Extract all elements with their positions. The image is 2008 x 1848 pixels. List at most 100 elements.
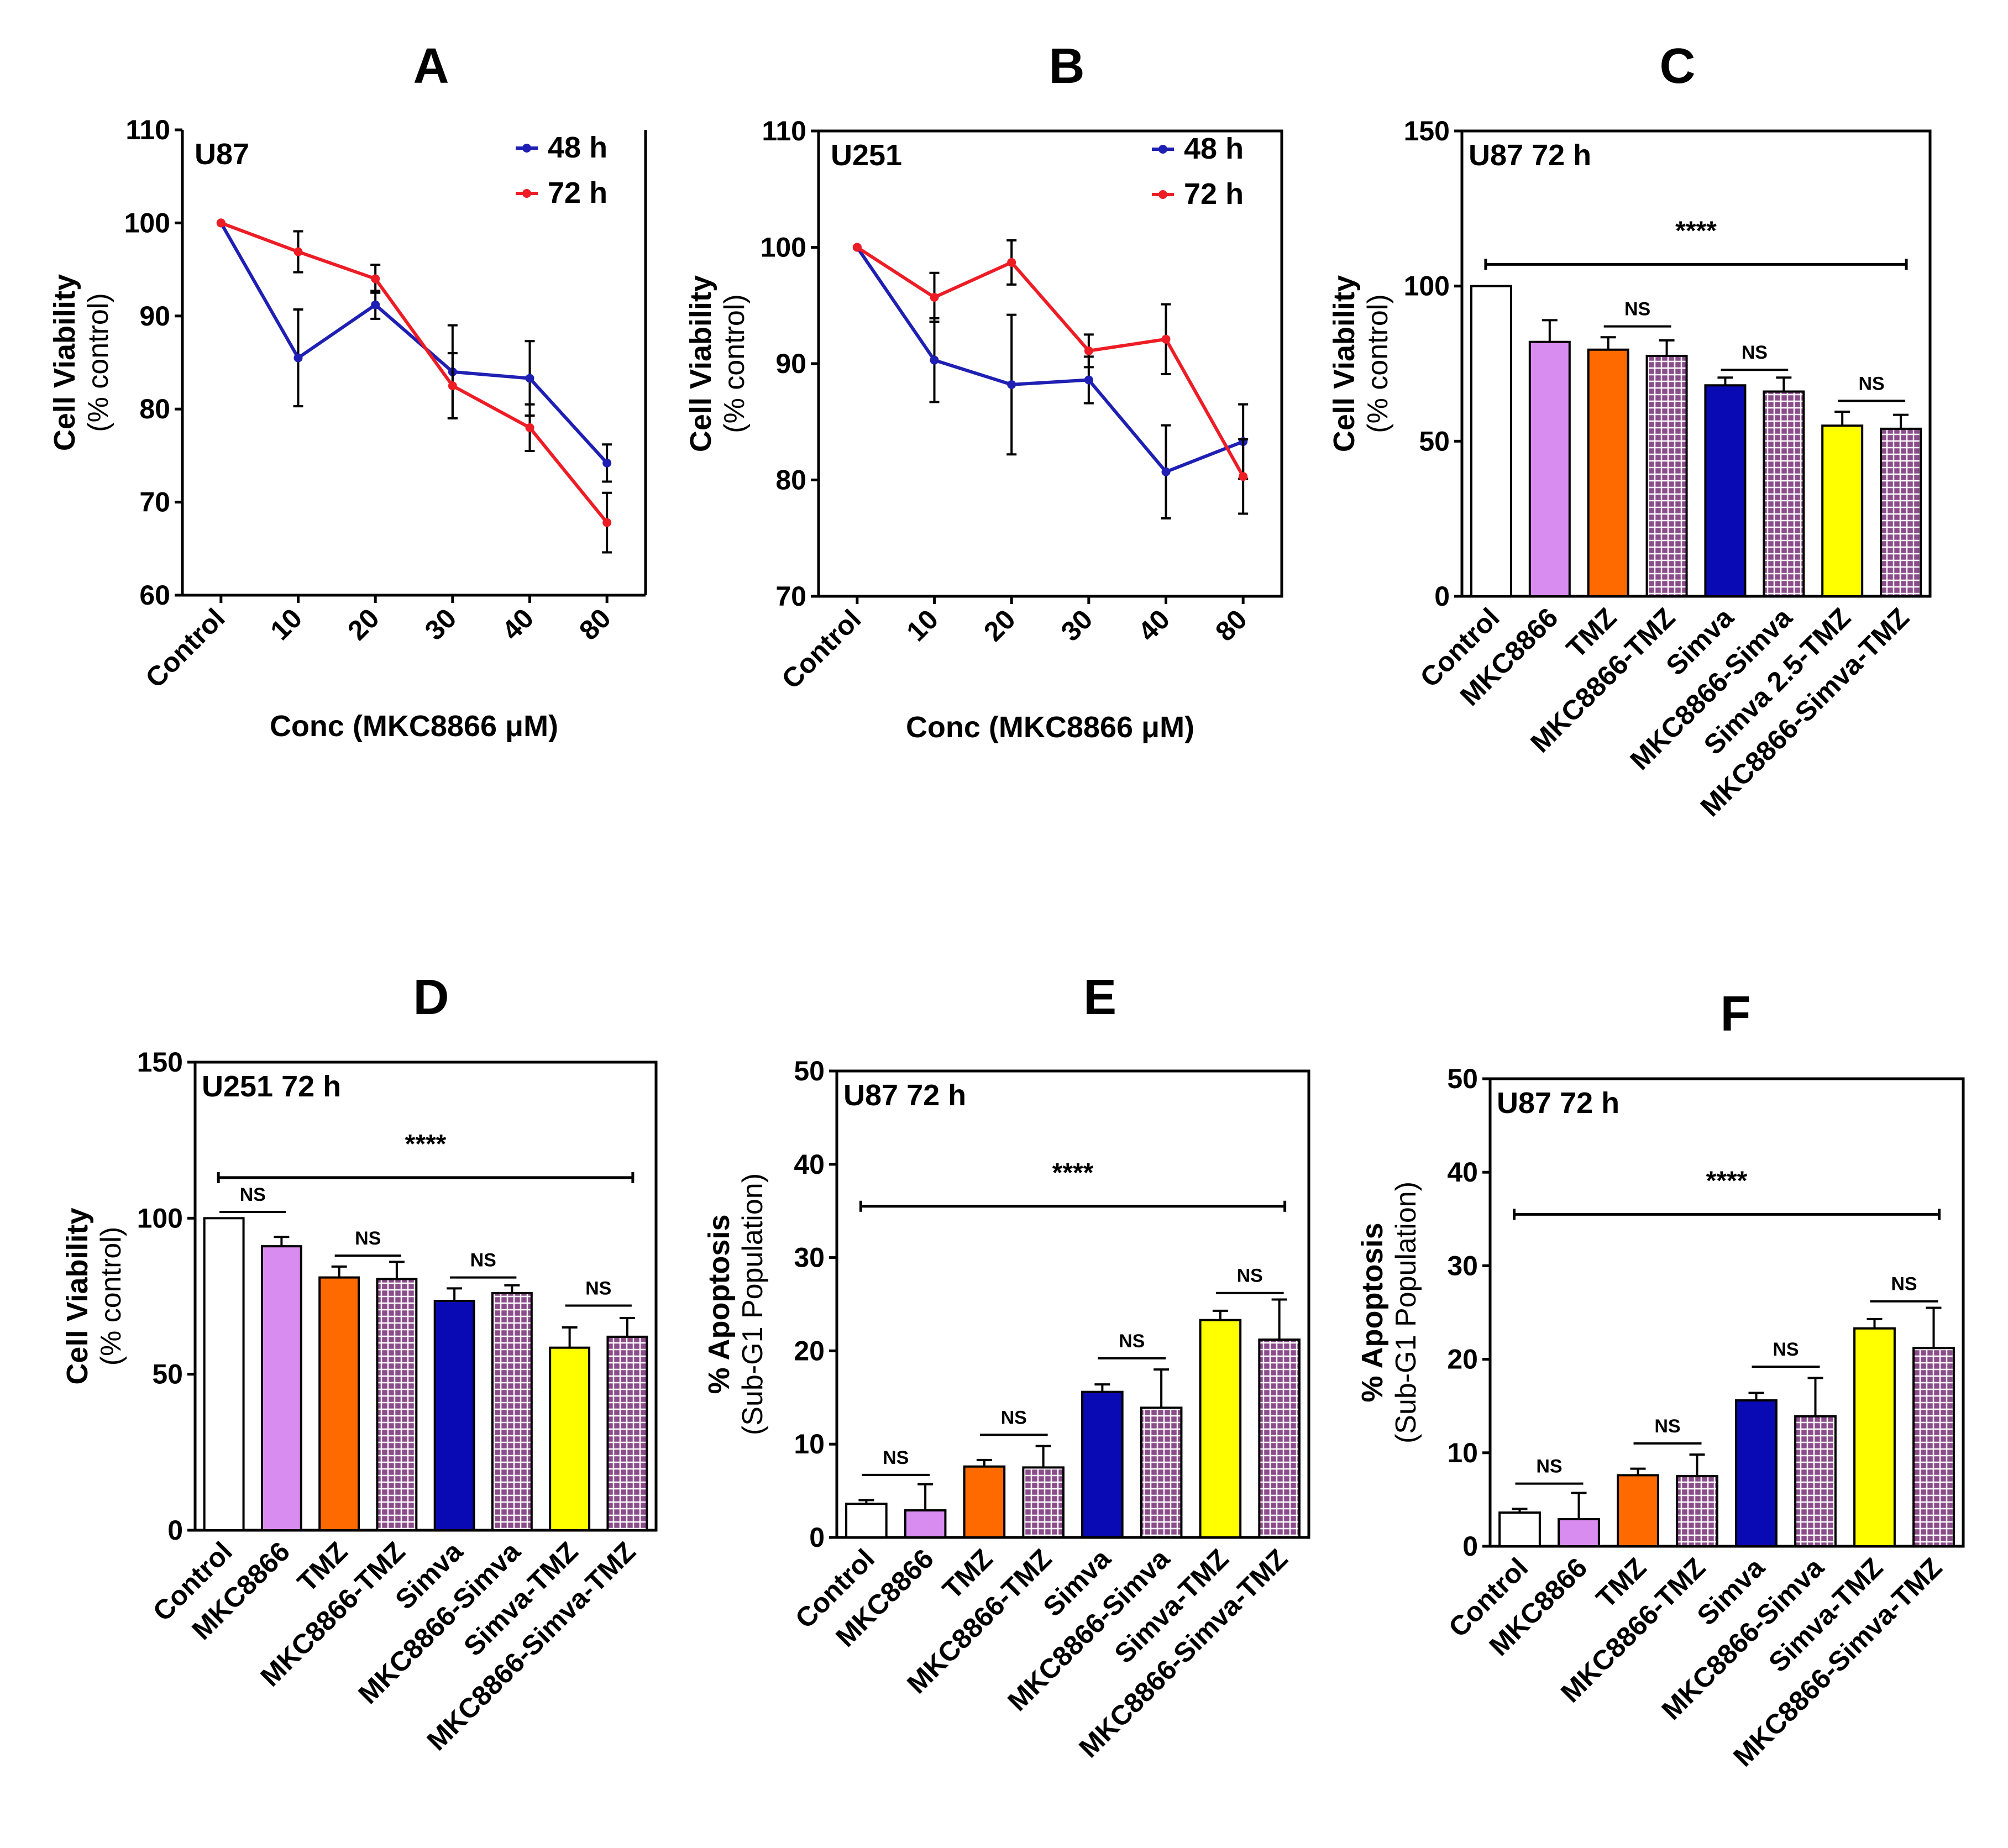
x-tick-label: 80 xyxy=(573,602,617,646)
data-point xyxy=(525,374,534,383)
data-point xyxy=(930,293,939,302)
y-tick-label: 60 xyxy=(139,580,170,611)
data-point xyxy=(1161,467,1171,476)
series-line-48h xyxy=(219,222,609,464)
y-tick-label: 100 xyxy=(761,232,806,263)
y-tick-label: 0 xyxy=(809,1522,825,1553)
bar-control xyxy=(1470,285,1512,597)
ns-label: NS xyxy=(470,1250,496,1271)
panel-title-e: E xyxy=(1083,970,1116,1025)
x-tick-label: 20 xyxy=(342,602,385,646)
data-point xyxy=(1239,472,1248,481)
significance-stars: **** xyxy=(405,1130,447,1159)
ns-label: NS xyxy=(883,1447,909,1468)
data-point xyxy=(1007,258,1016,267)
panel-title-a: A xyxy=(413,39,449,94)
data-point xyxy=(1161,334,1171,344)
y-axis-subtitle: (% control) xyxy=(1362,294,1394,433)
bar-mkc8866-simva-tmz xyxy=(1912,1347,1955,1547)
legend-marker xyxy=(522,144,531,153)
ns-label: NS xyxy=(1891,1274,1917,1295)
significance-stars: **** xyxy=(1706,1166,1748,1195)
legend-marker xyxy=(1158,145,1167,154)
ns-label: NS xyxy=(355,1228,381,1249)
y-tick-label: 40 xyxy=(794,1149,825,1180)
bar-mkc8866-simva xyxy=(1140,1406,1183,1539)
bar-simva xyxy=(1735,1399,1778,1548)
data-point xyxy=(293,247,303,256)
y-axis-title: Cell Viability xyxy=(684,275,717,452)
bar-mkc8866-simva-tmz xyxy=(1880,427,1922,597)
data-point xyxy=(293,353,303,363)
ns-label: NS xyxy=(1654,1416,1680,1437)
significance-stars: **** xyxy=(1052,1158,1094,1188)
bar-mkc8866-simva-tmz xyxy=(606,1335,648,1532)
y-tick-label: 80 xyxy=(139,393,170,424)
data-point xyxy=(216,218,226,228)
legend-marker xyxy=(522,189,531,198)
y-axis-subtitle: (Sub-G1 Population) xyxy=(737,1173,769,1435)
ns-label: NS xyxy=(240,1184,266,1205)
series-line-72h xyxy=(220,221,609,524)
y-tick-label: 0 xyxy=(167,1515,183,1546)
y-tick-label: 100 xyxy=(124,207,170,238)
ns-label: NS xyxy=(1001,1407,1027,1428)
bar-mkc8866-tmz xyxy=(1645,354,1688,597)
legend-label: 48 h xyxy=(1184,132,1244,165)
y-tick-label: 50 xyxy=(152,1359,183,1390)
ns-label: NS xyxy=(1119,1331,1145,1352)
significance-stars: **** xyxy=(1675,216,1717,245)
bar-mkc8866-simva xyxy=(1794,1415,1837,1548)
cell-line-label: U251 xyxy=(831,139,902,172)
bar-control xyxy=(1498,1511,1541,1547)
y-axis-title: Cell Viability xyxy=(1328,275,1361,452)
bar-mkc8866-tmz xyxy=(376,1278,418,1532)
x-tick-label: 80 xyxy=(1209,603,1253,647)
y-tick-label: 150 xyxy=(1404,116,1450,146)
x-tick-label: 20 xyxy=(978,603,1021,647)
cell-line-label: U87 72 h xyxy=(1497,1086,1619,1120)
data-point xyxy=(1084,375,1093,385)
bar-mkc8866 xyxy=(1528,340,1571,597)
legend-label: 72 h xyxy=(1184,177,1244,211)
data-point xyxy=(602,458,612,468)
ns-label: NS xyxy=(1237,1266,1263,1287)
y-tick-label: 50 xyxy=(1447,1063,1478,1094)
bar-tmz xyxy=(318,1276,360,1532)
ns-label: NS xyxy=(1773,1339,1799,1360)
y-axis-title: % Apoptosis xyxy=(702,1214,736,1394)
y-tick-label: 20 xyxy=(1447,1344,1478,1375)
legend-label: 48 h xyxy=(548,131,607,164)
y-tick-label: 80 xyxy=(775,465,806,496)
x-tick-label: 30 xyxy=(419,602,463,646)
cell-line-label: U87 72 h xyxy=(843,1079,966,1112)
ns-label: NS xyxy=(1624,299,1650,320)
y-tick-label: 10 xyxy=(1447,1437,1478,1468)
x-tick-label: 10 xyxy=(264,602,308,646)
bar-mkc8866-tmz xyxy=(1022,1466,1065,1539)
x-axis-title: Conc (MKC8866 μM) xyxy=(270,710,558,743)
chart-b: 70 80 90 100 110 Cell Viability (% control) Con… xyxy=(684,116,1283,744)
cell-line-label: U251 72 h xyxy=(202,1070,341,1103)
y-tick-label: 20 xyxy=(794,1335,825,1366)
bar-simva xyxy=(1704,384,1747,597)
cell-line-label: U87 72 h xyxy=(1469,139,1591,172)
chart-f: 0 10 20 30 40 50 % Apoptosis (Sub-G1 Population… xyxy=(1356,1063,1965,1772)
y-tick-label: 50 xyxy=(794,1056,825,1086)
panel-title-f: F xyxy=(1721,986,1751,1042)
bar-simva-2-5-tmz xyxy=(1821,424,1864,597)
data-point xyxy=(448,381,457,391)
x-tick-label: 10 xyxy=(900,603,944,647)
x-tick-label: 40 xyxy=(1132,603,1176,647)
bar-mkc8866-tmz xyxy=(1676,1475,1718,1548)
y-tick-label: 100 xyxy=(1404,271,1450,302)
y-tick-label: 110 xyxy=(125,114,170,145)
bar-simva xyxy=(1081,1390,1124,1539)
legend-label: 72 h xyxy=(548,176,607,209)
data-point xyxy=(371,274,380,284)
y-axis-title: Cell Viability xyxy=(61,1208,94,1384)
y-tick-label: 0 xyxy=(1434,581,1450,612)
ns-label: NS xyxy=(1742,342,1768,363)
